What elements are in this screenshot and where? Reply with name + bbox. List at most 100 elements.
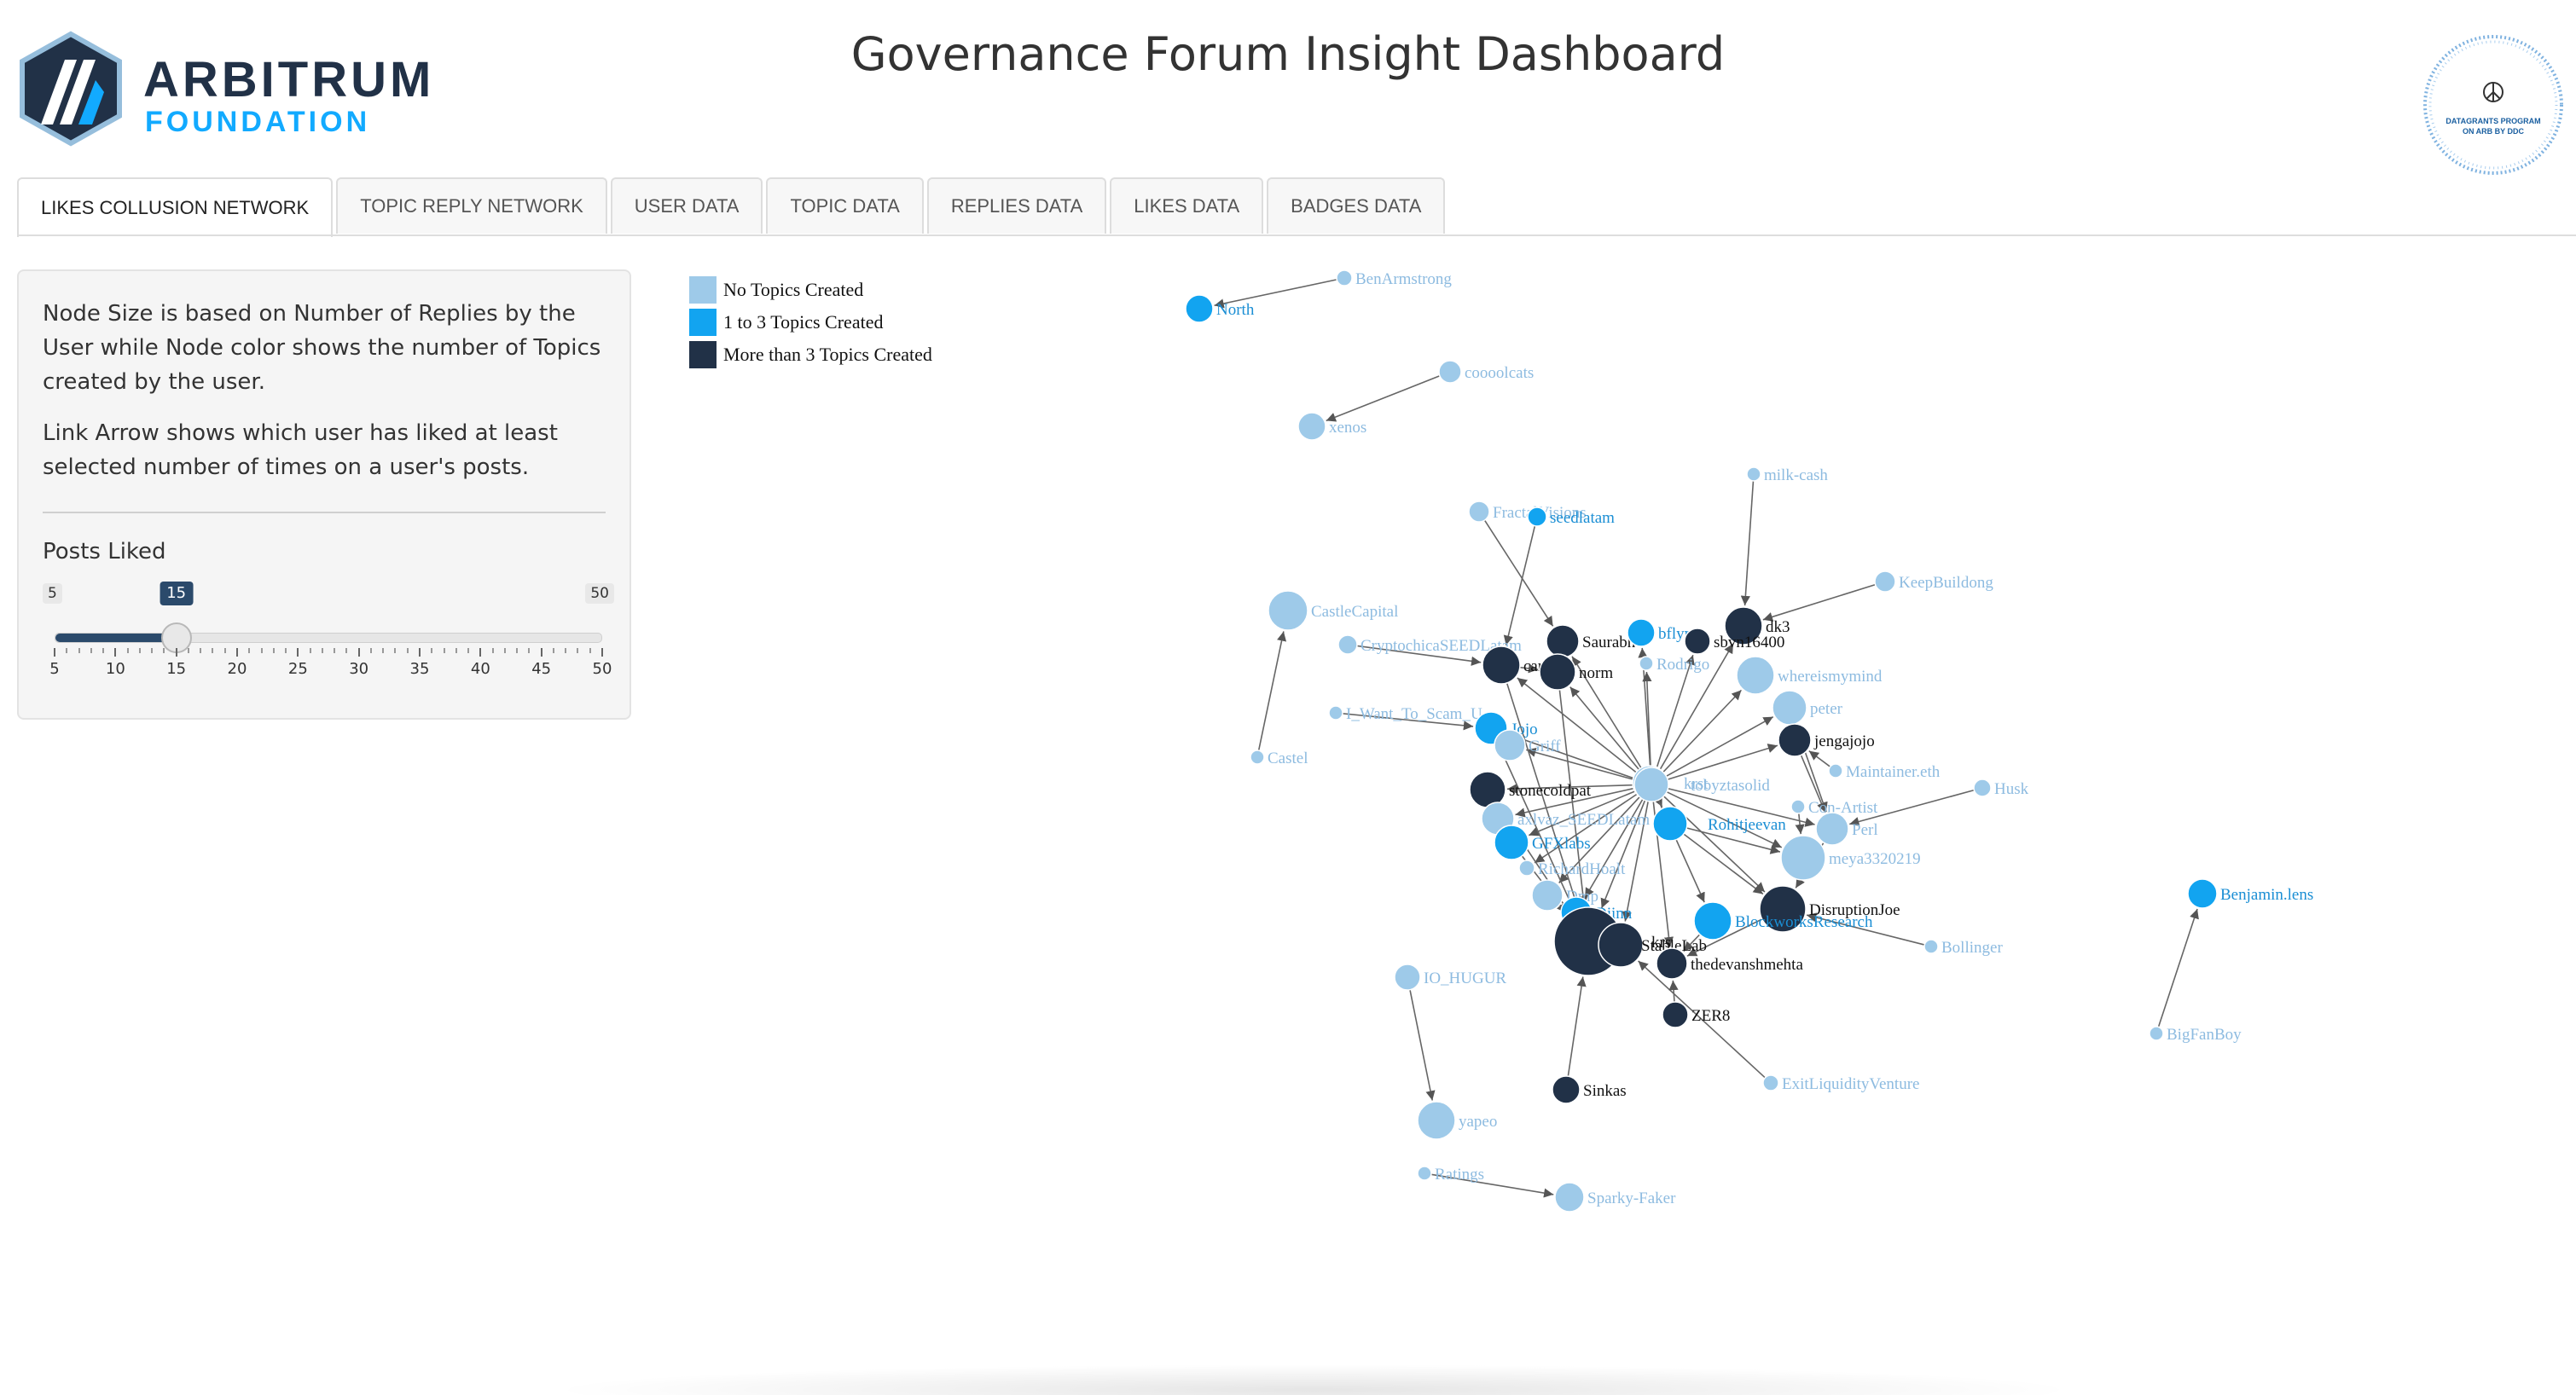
network-node-circle[interactable] xyxy=(1337,634,1358,655)
network-node-circle[interactable] xyxy=(1762,1074,1779,1091)
network-node[interactable]: yapeo xyxy=(1417,1101,1497,1140)
network-node[interactable]: I_Want_To_Scam_U xyxy=(1328,705,1482,723)
network-node[interactable]: coooolcats xyxy=(1438,360,1534,384)
tab-topic-reply-network[interactable]: TOPIC REPLY NETWORK xyxy=(336,177,607,234)
network-node-circle[interactable] xyxy=(1494,825,1529,860)
network-node-circle[interactable] xyxy=(1552,1075,1581,1104)
network-node[interactable]: Sparky-Faker xyxy=(1554,1182,1676,1213)
network-node-circle[interactable] xyxy=(1652,806,1688,842)
network-node-circle[interactable] xyxy=(1268,590,1308,631)
network-node-circle[interactable] xyxy=(1923,939,1939,954)
network-node-circle[interactable] xyxy=(1527,506,1547,527)
tab-likes-data[interactable]: LIKES DATA xyxy=(1110,177,1264,234)
network-node[interactable]: jengajojo xyxy=(1778,723,1875,757)
network-node[interactable]: peter xyxy=(1772,690,1843,726)
network-node[interactable]: xenos xyxy=(1297,412,1366,441)
network-node-circle[interactable] xyxy=(1250,750,1265,765)
network-node[interactable]: Bollinger xyxy=(1923,939,2003,957)
network-node[interactable]: ExitLiquidityVenture xyxy=(1762,1074,1919,1093)
network-node-circle[interactable] xyxy=(1297,412,1326,441)
network-node[interactable]: Rodrigo xyxy=(1639,656,1709,674)
network-node-circle[interactable] xyxy=(1973,779,1992,797)
network-node-circle[interactable] xyxy=(1772,690,1807,726)
network-node[interactable]: StableLab xyxy=(1598,922,1707,968)
network-node[interactable]: DisruptionJoe xyxy=(1759,885,1900,933)
network-node[interactable]: BigFanBoy xyxy=(2149,1026,2242,1044)
network-node-circle[interactable] xyxy=(1518,860,1535,877)
network-node-circle[interactable] xyxy=(1554,1182,1585,1213)
network-node[interactable]: seedlatam xyxy=(1527,506,1615,527)
network-node[interactable]: whereismymind xyxy=(1736,656,1883,695)
tab-user-data[interactable]: USER DATA xyxy=(610,177,763,234)
network-node-circle[interactable] xyxy=(1539,653,1576,691)
network-node[interactable]: Con-Artist xyxy=(1790,799,1878,817)
network-node[interactable]: North xyxy=(1185,294,1255,323)
network-node[interactable]: Ratings xyxy=(1417,1166,1484,1184)
network-node-circle[interactable] xyxy=(1438,360,1462,384)
network-node-circle[interactable] xyxy=(2149,1026,2164,1041)
network-node-circle[interactable] xyxy=(1815,812,1849,846)
network-node[interactable]: ZER8 xyxy=(1662,1001,1730,1028)
network-node[interactable]: meya3320219 xyxy=(1780,835,1921,881)
network-node-circle[interactable] xyxy=(1328,705,1343,721)
network-node[interactable]: Saurabh xyxy=(1546,624,1636,658)
network-node[interactable]: thedevanshmehta xyxy=(1656,947,1803,980)
posts-liked-slider[interactable]: 5 50 15 5 10 15 20 25 30 35 40 45 50 xyxy=(43,582,614,686)
network-node-circle[interactable] xyxy=(1417,1101,1456,1140)
network-node[interactable]: norm xyxy=(1539,653,1613,691)
network-node[interactable]: GFXlabs xyxy=(1494,825,1591,860)
network-node-circle[interactable] xyxy=(1639,656,1654,671)
network-node[interactable]: Benjamin.lens xyxy=(2187,878,2313,909)
network-node-circle[interactable] xyxy=(2187,878,2218,909)
network-node[interactable]: dk3 xyxy=(1724,606,1790,645)
network-node[interactable]: RichardHoalt xyxy=(1518,860,1626,878)
network-node-circle[interactable] xyxy=(1724,606,1763,645)
network-node-circle[interactable] xyxy=(1633,767,1669,802)
tab-likes-collusion-network[interactable]: LIKES COLLUSION NETWORK xyxy=(17,177,334,237)
network-node-circle[interactable] xyxy=(1185,294,1214,323)
network-node[interactable]: milk-cash xyxy=(1746,466,1828,484)
network-node[interactable]: Maintainer.eth xyxy=(1828,763,1941,781)
network-node-circle[interactable] xyxy=(1790,799,1806,814)
network-node-circle[interactable] xyxy=(1780,835,1826,881)
network-node[interactable]: Rohitjeevan xyxy=(1652,806,1786,842)
network-node[interactable]: KeepBuildong xyxy=(1874,570,1993,593)
network-node-circle[interactable] xyxy=(1759,885,1807,933)
network-node[interactable]: Griff xyxy=(1494,729,1561,761)
network-node[interactable]: sbvn16400 xyxy=(1684,628,1784,655)
network-node-circle[interactable] xyxy=(1531,879,1564,912)
network-node-circle[interactable] xyxy=(1746,466,1761,482)
network-node[interactable]: Sinkas xyxy=(1552,1075,1627,1104)
network-node-circle[interactable] xyxy=(1656,947,1688,980)
network-node-circle[interactable] xyxy=(1828,763,1843,779)
tab-topic-data[interactable]: TOPIC DATA xyxy=(766,177,924,234)
network-node[interactable]: Castel xyxy=(1250,750,1308,767)
network-node[interactable]: tobyztasolid xyxy=(1633,767,1770,802)
network-node-circle[interactable] xyxy=(1684,628,1711,655)
network-node-circle[interactable] xyxy=(1394,964,1421,991)
network-node[interactable]: CastleCapital xyxy=(1268,590,1398,631)
network-node-circle[interactable] xyxy=(1336,269,1353,287)
tab-badges-data[interactable]: BADGES DATA xyxy=(1267,177,1446,234)
network-node[interactable]: stonecoldpat xyxy=(1469,771,1592,808)
network-node[interactable]: Husk xyxy=(1973,779,2029,798)
network-node-circle[interactable] xyxy=(1736,656,1775,695)
network-node-circle[interactable] xyxy=(1693,901,1732,941)
network-node-circle[interactable] xyxy=(1546,624,1580,658)
network-node-circle[interactable] xyxy=(1627,618,1656,647)
tab-replies-data[interactable]: REPLIES DATA xyxy=(926,177,1107,234)
network-node-circle[interactable] xyxy=(1482,645,1521,685)
network-node-circle[interactable] xyxy=(1662,1001,1689,1028)
network-node[interactable]: IO_HUGUR xyxy=(1394,964,1506,991)
network-node[interactable]: BlockworksResearch xyxy=(1693,901,1873,941)
slider-track[interactable] xyxy=(55,633,602,643)
network-node-circle[interactable] xyxy=(1494,729,1526,761)
network-node[interactable]: BenArmstrong xyxy=(1336,269,1452,288)
network-node[interactable]: CryptochicaSEEDLatam xyxy=(1337,634,1522,655)
network-node-circle[interactable] xyxy=(1874,570,1896,593)
network-node-circle[interactable] xyxy=(1468,501,1490,523)
network-node-circle[interactable] xyxy=(1598,922,1644,968)
network-node-circle[interactable] xyxy=(1778,723,1812,757)
network-node-circle[interactable] xyxy=(1417,1166,1432,1181)
network-node[interactable]: Perl xyxy=(1815,812,1878,846)
